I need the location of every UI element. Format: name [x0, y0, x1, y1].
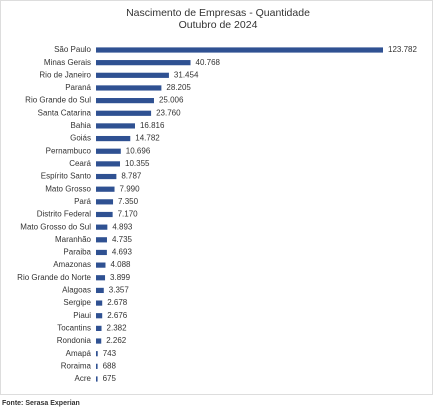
bar — [96, 110, 152, 116]
value-label: 16.816 — [140, 121, 165, 130]
category-label: Tocantins — [57, 323, 91, 332]
value-label: 2.678 — [107, 298, 128, 307]
bar — [96, 47, 383, 53]
category-label: Piaui — [73, 311, 91, 320]
category-label: Sergipe — [63, 298, 91, 307]
value-label: 10.696 — [126, 146, 151, 155]
value-label: 688 — [103, 361, 117, 370]
category-label: Pará — [74, 197, 91, 206]
category-label: Alagoas — [62, 286, 91, 295]
value-label: 2.262 — [106, 336, 127, 345]
bar — [96, 135, 131, 142]
bar — [96, 186, 115, 192]
value-label: 25.006 — [159, 96, 184, 105]
value-label: 123.782 — [388, 45, 417, 54]
category-label: Santa Catarina — [38, 108, 92, 117]
bar — [96, 98, 154, 104]
value-label: 14.782 — [135, 134, 160, 143]
bar — [96, 300, 103, 306]
bar — [96, 325, 102, 331]
bar — [96, 199, 114, 205]
category-label: Amapá — [66, 349, 92, 358]
bar — [96, 351, 98, 357]
category-label: Paraná — [65, 83, 91, 92]
bar — [96, 287, 104, 294]
category-label: Amazonas — [53, 260, 91, 269]
category-label: Roraima — [61, 361, 92, 370]
bar — [96, 211, 113, 218]
bar — [96, 249, 107, 256]
category-label: Rio de Janeiro — [39, 70, 91, 79]
category-label: Mato Grosso — [45, 184, 91, 193]
category-label: Maranhão — [55, 235, 92, 244]
value-label: 3.357 — [109, 286, 130, 295]
category-label: Distrito Federal — [37, 210, 91, 219]
value-label: 675 — [103, 374, 117, 383]
bar — [96, 173, 117, 180]
value-label: 28.205 — [166, 83, 191, 92]
value-label: 2.382 — [107, 323, 128, 332]
value-label: 4.693 — [112, 248, 133, 257]
bar — [96, 237, 107, 243]
bar — [96, 363, 98, 369]
category-label: Pernambuco — [46, 146, 92, 155]
bar — [96, 85, 162, 91]
bar — [96, 262, 106, 268]
category-label: Mato Grosso do Sul — [20, 222, 91, 231]
bar — [96, 148, 121, 154]
source: Fonte: Serasa Experian — [2, 400, 80, 407]
bar — [96, 161, 121, 167]
chart-frame — [0, 0, 433, 395]
value-label: 7.990 — [120, 184, 141, 193]
category-label: Bahia — [71, 121, 92, 130]
bar — [96, 376, 98, 382]
bar — [96, 275, 106, 281]
category-label: São Paulo — [54, 45, 91, 54]
value-label: 2.676 — [107, 311, 128, 320]
bar — [96, 313, 103, 319]
value-label: 7.170 — [118, 210, 139, 219]
bar — [96, 123, 135, 129]
value-label: 7.350 — [118, 197, 139, 206]
bar — [96, 338, 102, 344]
value-label: 10.355 — [125, 159, 150, 168]
value-label: 4.893 — [112, 222, 133, 231]
value-label: 3.899 — [110, 273, 131, 282]
value-label: 8.787 — [121, 172, 142, 181]
category-label: Goiás — [70, 134, 91, 143]
bar — [96, 224, 108, 230]
bar — [96, 72, 169, 78]
bar — [96, 60, 191, 66]
value-label: 4.088 — [110, 260, 131, 269]
chart-title: Nascimento de Empresas - Quantidade — [126, 7, 310, 19]
category-label: Rio Grande do Norte — [17, 273, 91, 282]
value-label: 40.768 — [196, 58, 221, 67]
category-label: Minas Gerais — [44, 58, 91, 67]
category-label: Acre — [75, 374, 92, 383]
category-label: Rio Grande do Sul — [25, 96, 91, 105]
category-label: Paraiba — [63, 248, 91, 257]
category-label: Ceará — [69, 159, 91, 168]
value-label: 31.454 — [174, 70, 199, 79]
value-label: 4.735 — [112, 235, 133, 244]
value-label: 23.760 — [156, 108, 181, 117]
category-label: Rondonia — [57, 336, 92, 345]
category-label: Espírito Santo — [41, 172, 92, 181]
chart-subtitle: Outubro de 2024 — [179, 19, 258, 31]
value-label: 743 — [103, 349, 117, 358]
